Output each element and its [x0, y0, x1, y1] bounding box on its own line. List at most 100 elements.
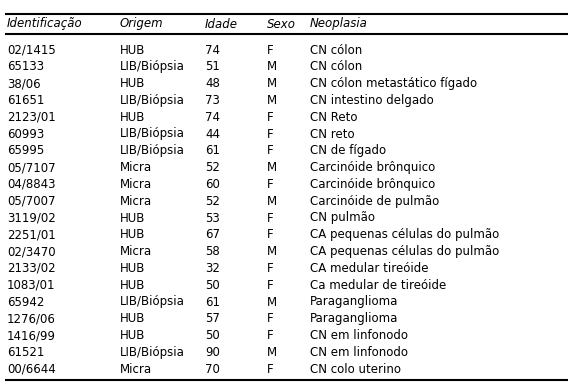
Text: 1276/06: 1276/06: [7, 312, 56, 325]
Text: F: F: [267, 212, 274, 225]
Text: 61521: 61521: [7, 346, 44, 359]
Text: CN em linfonodo: CN em linfonodo: [310, 329, 408, 342]
Text: 48: 48: [205, 77, 220, 90]
Text: HUB: HUB: [120, 43, 146, 56]
Text: CA pequenas células do pulmão: CA pequenas células do pulmão: [310, 228, 499, 241]
Text: 61: 61: [205, 296, 220, 308]
Text: 74: 74: [205, 111, 220, 124]
Text: CN Reto: CN Reto: [310, 111, 358, 124]
Text: CA medular tireóide: CA medular tireóide: [310, 262, 429, 275]
Text: Carcinóide de pulmão: Carcinóide de pulmão: [310, 195, 439, 208]
Text: 50: 50: [205, 279, 220, 292]
Text: 3119/02: 3119/02: [7, 212, 56, 225]
Text: CN reto: CN reto: [310, 127, 355, 141]
Text: 02/1415: 02/1415: [7, 43, 56, 56]
Text: 52: 52: [205, 195, 220, 208]
Text: 61: 61: [205, 144, 220, 157]
Text: CN cólon: CN cólon: [310, 43, 362, 56]
Text: 02/3470: 02/3470: [7, 245, 56, 258]
Text: M: M: [267, 77, 277, 90]
Text: Micra: Micra: [120, 195, 152, 208]
Text: 1416/99: 1416/99: [7, 329, 56, 342]
Text: CN de fígado: CN de fígado: [310, 144, 386, 157]
Text: 52: 52: [205, 161, 220, 174]
Text: HUB: HUB: [120, 228, 146, 241]
Text: 65942: 65942: [7, 296, 44, 308]
Text: CN intestino delgado: CN intestino delgado: [310, 94, 434, 107]
Text: Carcinóide brônquico: Carcinóide brônquico: [310, 178, 435, 191]
Text: Carcinóide brônquico: Carcinóide brônquico: [310, 161, 435, 174]
Text: Paraganglioma: Paraganglioma: [310, 296, 398, 308]
Text: LIB/Biópsia: LIB/Biópsia: [120, 296, 185, 308]
Text: CN cólon metastático fígado: CN cólon metastático fígado: [310, 77, 477, 90]
Text: 65133: 65133: [7, 60, 44, 73]
Text: CN pulmão: CN pulmão: [310, 212, 375, 225]
Text: LIB/Biópsia: LIB/Biópsia: [120, 60, 185, 73]
Text: HUB: HUB: [120, 329, 146, 342]
Text: 70: 70: [205, 363, 220, 376]
Text: 2251/01: 2251/01: [7, 228, 56, 241]
Text: 00/6644: 00/6644: [7, 363, 56, 376]
Text: 73: 73: [205, 94, 220, 107]
Text: Idade: Idade: [205, 18, 238, 30]
Text: F: F: [267, 144, 274, 157]
Text: Paraganglioma: Paraganglioma: [310, 312, 398, 325]
Text: F: F: [267, 43, 274, 56]
Text: 51: 51: [205, 60, 220, 73]
Text: M: M: [267, 195, 277, 208]
Text: HUB: HUB: [120, 111, 146, 124]
Text: LIB/Biópsia: LIB/Biópsia: [120, 346, 185, 359]
Text: F: F: [267, 178, 274, 191]
Text: Identificação: Identificação: [7, 18, 83, 30]
Text: 53: 53: [205, 212, 220, 225]
Text: Micra: Micra: [120, 245, 152, 258]
Text: CA pequenas células do pulmão: CA pequenas células do pulmão: [310, 245, 499, 258]
Text: Sexo: Sexo: [267, 18, 296, 30]
Text: HUB: HUB: [120, 262, 146, 275]
Text: 61651: 61651: [7, 94, 44, 107]
Text: M: M: [267, 346, 277, 359]
Text: Micra: Micra: [120, 178, 152, 191]
Text: 05/7007: 05/7007: [7, 195, 56, 208]
Text: F: F: [267, 279, 274, 292]
Text: 58: 58: [205, 245, 220, 258]
Text: CN em linfonodo: CN em linfonodo: [310, 346, 408, 359]
Text: 2123/01: 2123/01: [7, 111, 56, 124]
Text: 1083/01: 1083/01: [7, 279, 56, 292]
Text: M: M: [267, 161, 277, 174]
Text: CN colo uterino: CN colo uterino: [310, 363, 401, 376]
Text: 32: 32: [205, 262, 220, 275]
Text: 65995: 65995: [7, 144, 44, 157]
Text: LIB/Biópsia: LIB/Biópsia: [120, 127, 185, 141]
Text: LIB/Biópsia: LIB/Biópsia: [120, 94, 185, 107]
Text: HUB: HUB: [120, 312, 146, 325]
Text: M: M: [267, 60, 277, 73]
Text: 2133/02: 2133/02: [7, 262, 56, 275]
Text: 74: 74: [205, 43, 220, 56]
Text: 05/7107: 05/7107: [7, 161, 56, 174]
Text: 60: 60: [205, 178, 220, 191]
Text: M: M: [267, 296, 277, 308]
Text: CN cólon: CN cólon: [310, 60, 362, 73]
Text: LIB/Biópsia: LIB/Biópsia: [120, 144, 185, 157]
Text: HUB: HUB: [120, 279, 146, 292]
Text: F: F: [267, 329, 274, 342]
Text: HUB: HUB: [120, 77, 146, 90]
Text: F: F: [267, 262, 274, 275]
Text: 60993: 60993: [7, 127, 44, 141]
Text: Ca medular de tireóide: Ca medular de tireóide: [310, 279, 446, 292]
Text: 90: 90: [205, 346, 220, 359]
Text: 44: 44: [205, 127, 220, 141]
Text: Micra: Micra: [120, 363, 152, 376]
Text: Micra: Micra: [120, 161, 152, 174]
Text: HUB: HUB: [120, 212, 146, 225]
Text: 57: 57: [205, 312, 220, 325]
Text: Neoplasia: Neoplasia: [310, 18, 368, 30]
Text: 50: 50: [205, 329, 220, 342]
Text: F: F: [267, 111, 274, 124]
Text: M: M: [267, 245, 277, 258]
Text: 67: 67: [205, 228, 220, 241]
Text: 38/06: 38/06: [7, 77, 41, 90]
Text: F: F: [267, 228, 274, 241]
Text: F: F: [267, 312, 274, 325]
